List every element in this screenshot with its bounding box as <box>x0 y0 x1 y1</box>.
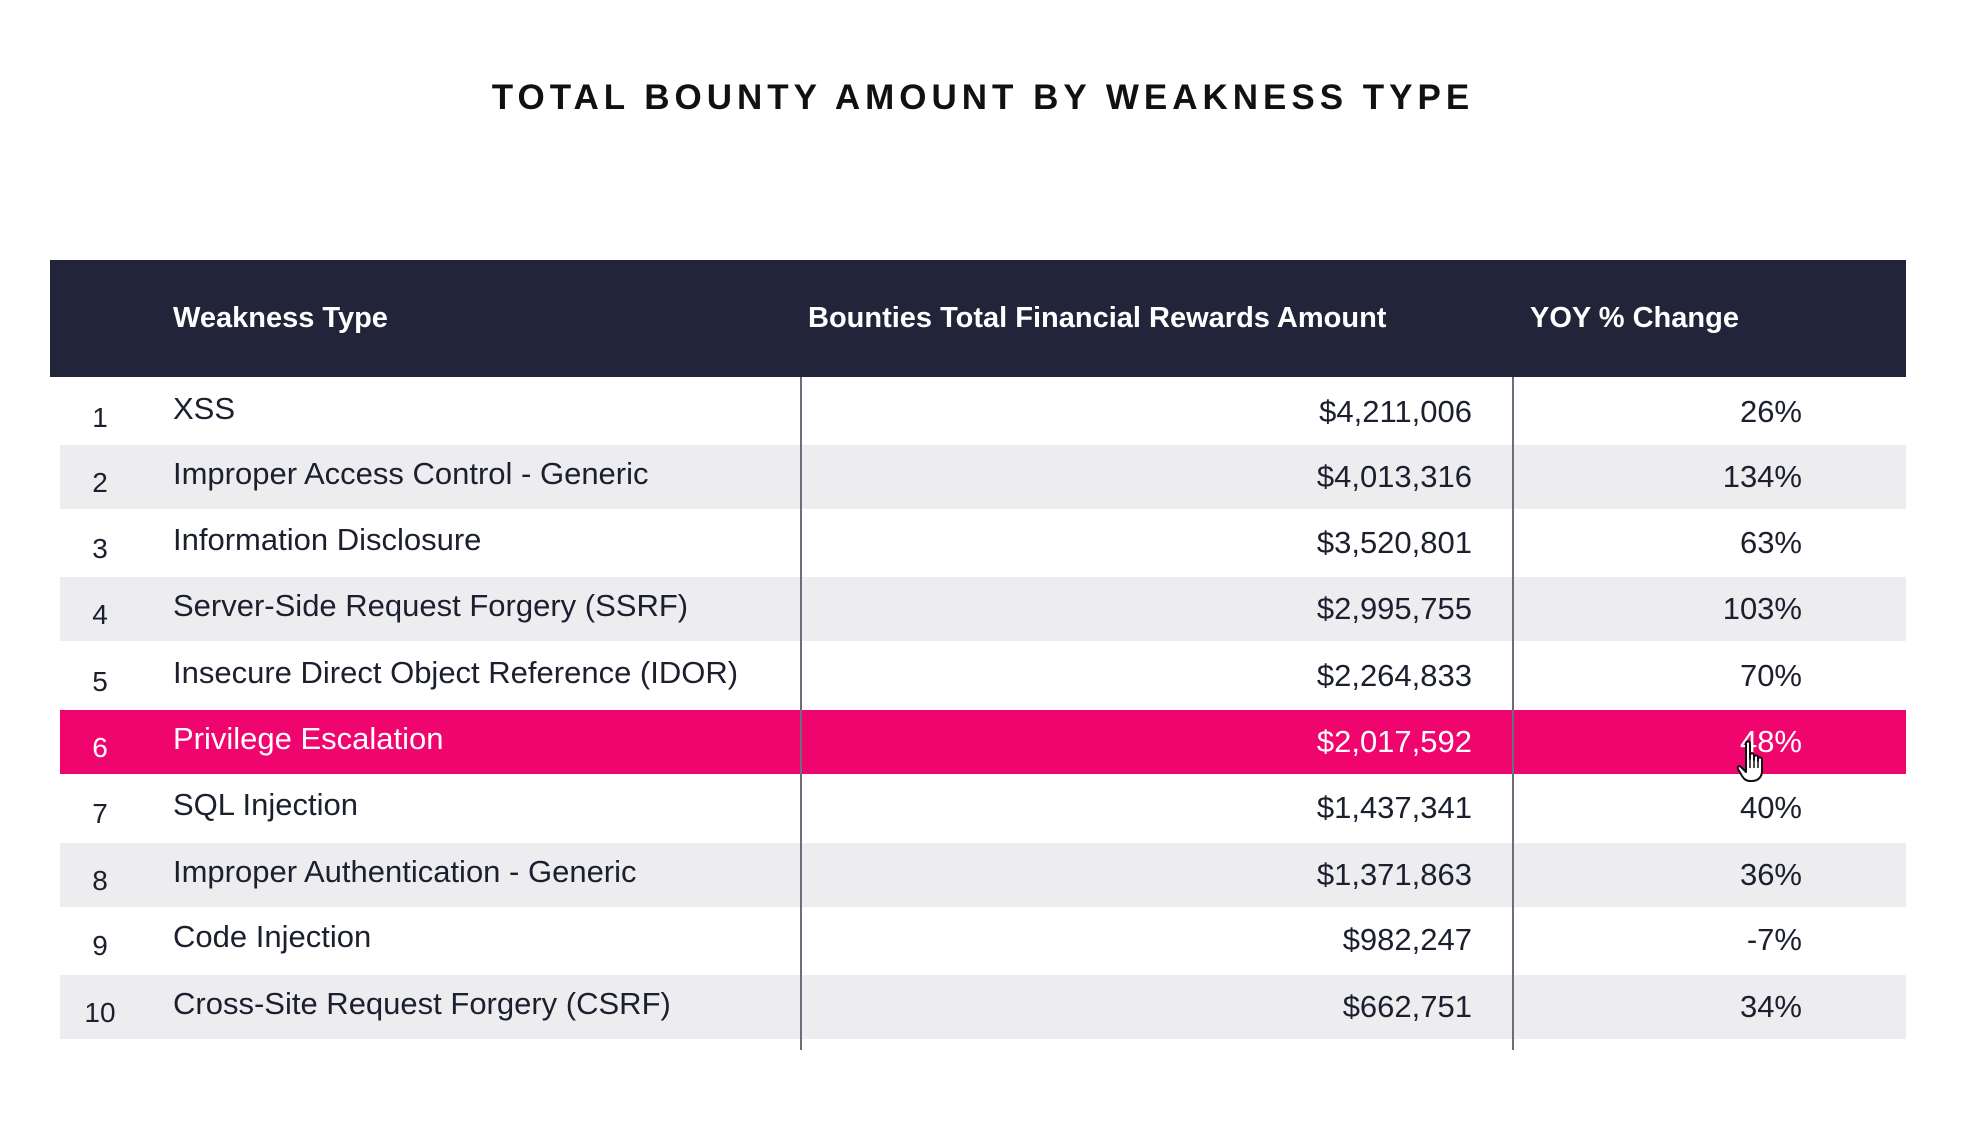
table-row: 4 Server-Side Request Forgery (SSRF) $2,99… <box>60 577 1906 641</box>
row-bounty-amount: $3,520,801 <box>1316 525 1472 560</box>
row-bounty-amount: $2,264,833 <box>1316 658 1472 693</box>
row-weakness-type: Code Injection <box>173 919 372 954</box>
row-yoy-change: 70% <box>1739 658 1802 693</box>
row-weakness-type: Server-Side Request Forgery (SSRF) <box>173 588 689 623</box>
row-yoy-change: -7% <box>1746 922 1802 957</box>
row-bounty-amount: $982,247 <box>1342 922 1472 957</box>
row-bounty-amount: $2,017,592 <box>1316 724 1472 759</box>
table-header: Weakness Type Bounties Total Financial R… <box>50 260 1906 377</box>
column-divider-change <box>1512 377 1514 1050</box>
header-yoy-change: YOY % Change <box>1530 302 1739 334</box>
table-row: 1 XSS $4,211,006 26% <box>60 380 1906 444</box>
table-row: 5 Insecure Direct Object Reference (IDOR)… <box>60 644 1906 708</box>
row-yoy-change: 63% <box>1739 525 1802 560</box>
table-row: 9 Code Injection $982,247 -7% <box>60 908 1906 972</box>
row-bounty-amount: $4,211,006 <box>1319 394 1472 429</box>
row-weakness-type: Improper Access Control - Generic <box>173 456 649 491</box>
column-divider-amount <box>800 377 802 1050</box>
row-yoy-change: 34% <box>1739 989 1802 1024</box>
row-rank: 3 <box>92 533 108 564</box>
row-weakness-type: Information Disclosure <box>173 522 482 557</box>
row-yoy-change: 40% <box>1739 790 1802 825</box>
row-rank: 8 <box>92 865 108 896</box>
row-yoy-change: 26% <box>1739 394 1802 429</box>
row-rank: 1 <box>92 402 108 433</box>
row-yoy-change: 48% <box>1739 724 1802 759</box>
header-weakness-type: Weakness Type <box>173 302 388 334</box>
table-row: 7 SQL Injection $1,437,341 40% <box>60 776 1906 840</box>
row-weakness-type: Cross-Site Request Forgery (CSRF) <box>173 986 671 1021</box>
row-bounty-amount: $2,995,755 <box>1316 591 1472 626</box>
row-weakness-type: Privilege Escalation <box>173 721 444 756</box>
row-weakness-type: SQL Injection <box>173 787 358 822</box>
row-weakness-type: Insecure Direct Object Reference (IDOR) <box>173 655 739 690</box>
row-yoy-change: 103% <box>1722 591 1802 626</box>
row-bounty-amount: $662,751 <box>1342 989 1472 1024</box>
row-rank: 5 <box>92 666 108 697</box>
table-row: 10 Cross-Site Request Forgery (CSRF) $662,… <box>60 975 1906 1039</box>
row-rank: 10 <box>84 997 116 1028</box>
row-bounty-amount: $1,437,341 <box>1316 790 1472 825</box>
hand-pointer-icon <box>1736 740 1763 782</box>
chart-title: TOTAL BOUNTY AMOUNT BY WEAKNESS TYPE <box>491 78 1475 117</box>
row-rank: 7 <box>92 798 108 829</box>
table-row: 3 Information Disclosure $3,520,801 63% <box>60 511 1906 575</box>
row-yoy-change: 36% <box>1739 857 1802 892</box>
row-bounty-amount: $1,371,863 <box>1316 857 1472 892</box>
table-row: 6 Privilege Escalation $2,017,592 48% <box>60 710 1906 774</box>
row-bounty-amount: $4,013,316 <box>1316 459 1472 494</box>
header-bounty-amount: Bounties Total Financial Rewards Amount <box>808 302 1387 334</box>
table-row: 2 Improper Access Control - Generic $4,013… <box>60 445 1906 509</box>
row-rank: 6 <box>92 732 108 763</box>
row-rank: 4 <box>92 599 108 630</box>
table-row: 8 Improper Authentication - Generic $1,371… <box>60 843 1906 907</box>
row-weakness-type: Improper Authentication - Generic <box>173 854 637 889</box>
row-weakness-type: XSS <box>173 391 236 426</box>
row-rank: 9 <box>92 930 108 961</box>
row-yoy-change: 134% <box>1722 459 1802 494</box>
row-rank: 2 <box>92 467 108 498</box>
